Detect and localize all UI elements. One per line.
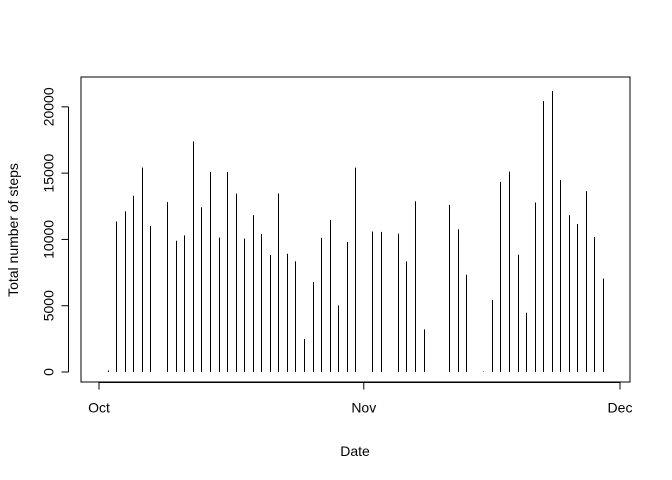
bars-group — [108, 91, 604, 372]
x-tick-label: Nov — [351, 400, 376, 416]
y-tick-label: 10000 — [41, 220, 57, 259]
y-tick-label: 15000 — [41, 153, 57, 192]
y-axis-label: Total number of steps — [5, 163, 21, 297]
x-axis-label: Date — [340, 443, 370, 459]
y-tick-label: 5000 — [41, 290, 57, 321]
x-axis: Oct Nov Dec — [88, 382, 633, 416]
y-tick-label: 20000 — [41, 87, 57, 126]
y-tick-label: 0 — [41, 368, 57, 376]
x-tick-label: Oct — [88, 400, 110, 416]
y-axis: 0 5000 10000 15000 20000 — [41, 87, 69, 376]
x-tick-label: Dec — [608, 400, 633, 416]
